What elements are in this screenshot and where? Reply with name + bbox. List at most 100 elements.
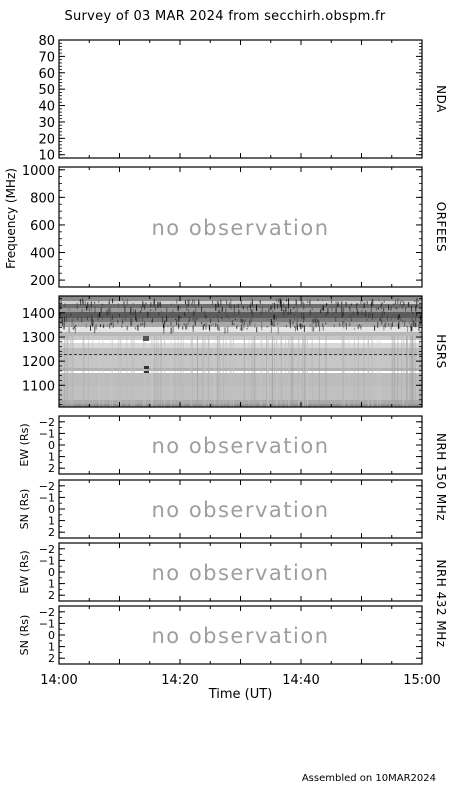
hsrs-noise	[286, 299, 287, 302]
hsrs-noise	[385, 321, 387, 328]
hsrs-streak	[304, 336, 306, 407]
hsrs-noise	[261, 306, 263, 314]
hsrs-noise	[224, 327, 226, 334]
hsrs-noise	[303, 325, 305, 332]
hsrs-dash	[144, 354, 147, 355]
hsrs-dash	[109, 354, 112, 355]
hsrs-noise	[345, 318, 347, 320]
hsrs-noise	[68, 327, 70, 333]
hsrs-noise	[292, 321, 294, 325]
hsrs-band	[59, 371, 422, 373]
hsrs-noise	[394, 317, 396, 319]
hsrs-noise	[352, 311, 354, 316]
hsrs-band	[59, 322, 422, 327]
hsrs-noise	[73, 324, 75, 326]
x-axis-label: Time (UT)	[208, 687, 273, 702]
hsrs-noise	[236, 326, 238, 329]
hsrs-noise	[303, 303, 305, 310]
hsrs-noise	[410, 305, 412, 312]
hsrs-noise	[270, 305, 272, 311]
instrument-label: NRH 432 MHz	[434, 559, 448, 647]
hsrs-streak	[164, 336, 166, 407]
hsrs-noise	[90, 306, 92, 312]
hsrs-noise	[418, 324, 420, 331]
hsrs-noise	[281, 304, 283, 311]
hsrs-noise	[221, 316, 223, 320]
hsrs-dash	[334, 354, 337, 355]
hsrs-streak	[267, 336, 269, 407]
hsrs-noise	[235, 319, 236, 321]
hsrs-noise	[363, 313, 365, 315]
hsrs-dash	[279, 354, 282, 355]
hsrs-dash	[394, 354, 397, 355]
hsrs-noise	[379, 317, 381, 321]
hsrs-noise	[204, 310, 206, 318]
hsrs-noise	[360, 300, 362, 305]
hsrs-noise	[82, 298, 84, 304]
hsrs-streak	[66, 336, 68, 407]
y-tick-label: −2	[39, 543, 55, 556]
hsrs-streak	[152, 336, 154, 407]
hsrs-noise	[294, 325, 296, 329]
hsrs-noise	[271, 304, 273, 309]
hsrs-noise	[191, 302, 193, 306]
hsrs-noise	[109, 323, 111, 329]
y-tick-label: 40	[38, 100, 55, 115]
hsrs-noise	[60, 313, 61, 316]
hsrs-streak	[272, 336, 273, 407]
hsrs-dash	[169, 354, 172, 355]
hsrs-noise	[371, 317, 373, 321]
hsrs-noise	[192, 325, 194, 332]
hsrs-noise	[356, 309, 358, 316]
hsrs-noise	[215, 322, 217, 328]
hsrs-dash	[324, 354, 327, 355]
hsrs-noise	[233, 304, 235, 311]
hsrs-noise	[341, 301, 343, 306]
hsrs-noise	[254, 323, 256, 329]
hsrs-noise	[137, 324, 139, 331]
hsrs-dash	[254, 354, 257, 355]
hsrs-dash	[129, 354, 132, 355]
hsrs-streak	[112, 336, 113, 407]
hsrs-dash	[159, 354, 162, 355]
x-tick-label: 15:00	[403, 673, 440, 688]
hsrs-noise	[101, 315, 103, 320]
hsrs-noise	[233, 323, 235, 326]
hsrs-noise	[406, 325, 408, 328]
hsrs-noise	[178, 323, 180, 329]
hsrs-streak	[61, 336, 63, 407]
hsrs-noise	[374, 325, 376, 331]
hsrs-noise	[268, 308, 270, 312]
hsrs-noise	[94, 326, 96, 334]
frequency-axis-label: Frequency (MHz)	[4, 168, 18, 269]
hsrs-noise	[185, 300, 186, 305]
hsrs-noise	[410, 326, 412, 332]
hsrs-noise	[180, 307, 182, 309]
hsrs-noise	[273, 323, 275, 327]
hsrs-noise	[311, 307, 313, 310]
hsrs-noise	[301, 312, 303, 320]
hsrs-streak	[214, 336, 216, 407]
y-tick-label: 400	[30, 247, 55, 262]
hsrs-band	[59, 304, 422, 308]
hsrs-noise	[351, 318, 353, 322]
hsrs-noise	[150, 309, 152, 312]
hsrs-dash	[379, 354, 382, 355]
hsrs-dash	[259, 354, 262, 355]
hsrs-noise	[81, 309, 83, 313]
hsrs-dash	[99, 354, 102, 355]
hsrs-streak	[341, 336, 343, 407]
hsrs-noise	[71, 318, 73, 324]
hsrs-noise	[412, 320, 414, 326]
hsrs-noise	[405, 308, 407, 310]
hsrs-streak	[243, 336, 245, 407]
hsrs-noise	[246, 327, 248, 330]
hsrs-noise	[70, 314, 72, 316]
hsrs-noise	[154, 298, 156, 304]
hsrs-noise	[289, 319, 291, 323]
hsrs-noise	[134, 309, 136, 314]
hsrs-dash	[219, 354, 222, 355]
hsrs-noise	[230, 305, 232, 309]
hsrs-noise	[160, 310, 162, 313]
hsrs-noise	[106, 309, 108, 316]
